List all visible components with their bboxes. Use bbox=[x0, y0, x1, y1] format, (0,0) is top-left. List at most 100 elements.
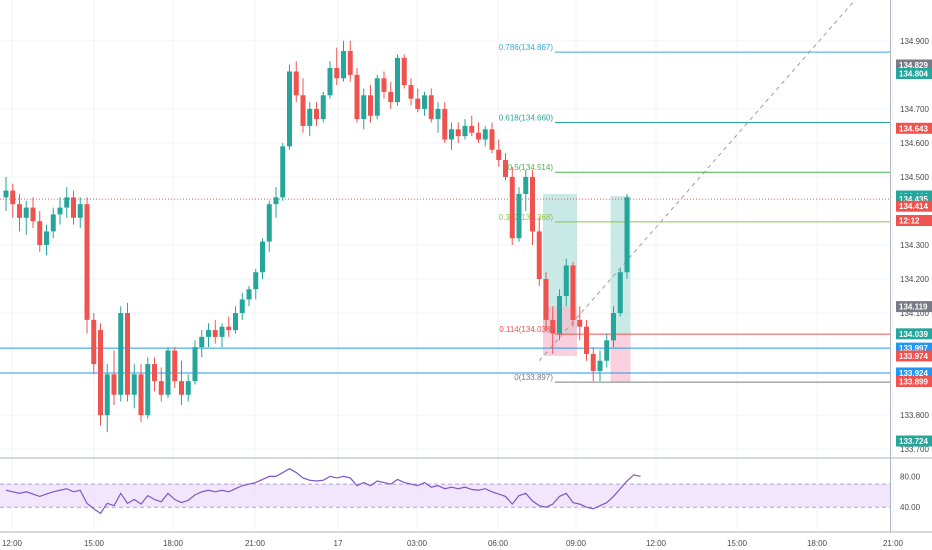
candle-up bbox=[266, 204, 272, 242]
candle-up bbox=[557, 296, 562, 334]
candle-down bbox=[334, 68, 340, 79]
price-tag-label: 134.119 bbox=[899, 303, 928, 312]
fib-label: 0.786(134.867) bbox=[499, 43, 554, 52]
position-stop-zone bbox=[610, 333, 631, 382]
fib-label: 0.114(134.038) bbox=[499, 325, 553, 334]
candle-down bbox=[98, 330, 103, 416]
rsi-band bbox=[0, 483, 890, 508]
candle-up bbox=[482, 129, 488, 140]
time-tick-label: 18:00 bbox=[807, 539, 828, 548]
candle-down bbox=[347, 51, 353, 75]
candle-up bbox=[192, 347, 198, 382]
candle-up bbox=[327, 68, 333, 96]
candle-up bbox=[374, 78, 380, 116]
candle-down bbox=[152, 364, 157, 382]
rsi-band-fill bbox=[0, 484, 890, 508]
candle-up bbox=[64, 197, 70, 208]
candle-up bbox=[233, 313, 238, 331]
candle-down bbox=[455, 129, 461, 137]
fib-label: 0.5(134.514) bbox=[508, 163, 554, 172]
candle-down bbox=[530, 176, 535, 232]
price-tag-label: 133.899 bbox=[899, 377, 928, 386]
candle-up bbox=[341, 51, 346, 79]
candle-up bbox=[422, 95, 427, 109]
price-tag bbox=[896, 122, 932, 134]
price-tag-label: 133.924 bbox=[899, 369, 928, 378]
candle-up bbox=[131, 374, 137, 395]
candle-down bbox=[489, 129, 495, 150]
candle-down bbox=[30, 207, 36, 222]
candle-down bbox=[314, 108, 319, 120]
price-tag-label: 133.974 bbox=[899, 352, 928, 361]
time-tick-label: 12:00 bbox=[2, 539, 23, 548]
candle-down bbox=[543, 279, 549, 320]
candle-down bbox=[84, 204, 90, 320]
axes: 134.900 134.700 134.600 134.500 134.300 134.2… bbox=[2, 37, 929, 548]
candle-down bbox=[428, 95, 434, 120]
candle-up bbox=[219, 326, 225, 337]
candle-up bbox=[239, 299, 245, 314]
candle-up bbox=[617, 272, 623, 314]
candle-down bbox=[300, 95, 306, 126]
candle-up bbox=[307, 108, 313, 126]
time-tick-label: 15:00 bbox=[84, 539, 105, 548]
candle-up bbox=[246, 289, 252, 300]
candle-up bbox=[611, 313, 616, 341]
price-tag bbox=[896, 342, 932, 354]
candle-down bbox=[503, 159, 508, 177]
time-tick-label: 12:00 bbox=[646, 539, 667, 548]
candle-down bbox=[496, 149, 502, 160]
price-tag-label: 134.435 bbox=[899, 195, 928, 204]
candle-up bbox=[563, 265, 569, 297]
candle-down bbox=[138, 374, 144, 416]
candle-up bbox=[145, 364, 151, 416]
candle-down bbox=[381, 78, 387, 92]
candle-up bbox=[104, 374, 110, 416]
candle-down bbox=[584, 326, 589, 354]
price-tag bbox=[896, 301, 932, 313]
candle-down bbox=[293, 71, 299, 96]
price-tag bbox=[896, 200, 932, 212]
fib-label: 0(133.897) bbox=[514, 373, 553, 382]
candle-up bbox=[435, 108, 441, 120]
candle-down bbox=[125, 313, 130, 395]
price-tick-label: 134.600 bbox=[900, 139, 929, 148]
candle-up bbox=[597, 360, 603, 371]
candle-up bbox=[449, 129, 454, 140]
time-tick-label: 09:00 bbox=[566, 539, 587, 548]
rsi-line bbox=[5, 468, 641, 515]
candle-down bbox=[91, 319, 97, 365]
price-tag bbox=[896, 215, 932, 227]
fib-label: 0.618(134.660) bbox=[499, 114, 554, 123]
price-tick-label: 134.900 bbox=[900, 37, 929, 46]
price-tick-label: 134.300 bbox=[900, 241, 929, 250]
candle-up bbox=[185, 381, 191, 395]
price-tick-label: 133.800 bbox=[900, 411, 929, 420]
price-tag bbox=[896, 59, 932, 71]
candle-up bbox=[118, 313, 124, 395]
candle-up bbox=[287, 71, 292, 147]
price-tag bbox=[896, 350, 932, 362]
candle-down bbox=[469, 125, 475, 133]
candle-down bbox=[442, 108, 448, 140]
candle-down bbox=[570, 265, 576, 320]
rsi-line bbox=[5, 468, 641, 515]
price-tag bbox=[896, 367, 932, 379]
time-tick-label: 21:00 bbox=[883, 539, 904, 548]
price-tag bbox=[896, 68, 932, 80]
candle-down bbox=[408, 85, 414, 99]
price-tick-label: 134.700 bbox=[900, 105, 929, 114]
time-tick-label: 21:00 bbox=[245, 539, 266, 548]
price-tag-label: 12:12 bbox=[899, 217, 920, 226]
candles bbox=[3, 40, 630, 433]
candle-down bbox=[550, 319, 556, 334]
price-tag-label: 134.804 bbox=[899, 70, 928, 79]
candle-down bbox=[158, 381, 164, 395]
candle-up bbox=[23, 207, 29, 218]
candle-up bbox=[3, 190, 9, 198]
price-tag-label: 134.829 bbox=[899, 61, 928, 70]
candle-up bbox=[320, 95, 326, 120]
grid bbox=[0, 0, 932, 533]
candle-down bbox=[17, 204, 22, 218]
